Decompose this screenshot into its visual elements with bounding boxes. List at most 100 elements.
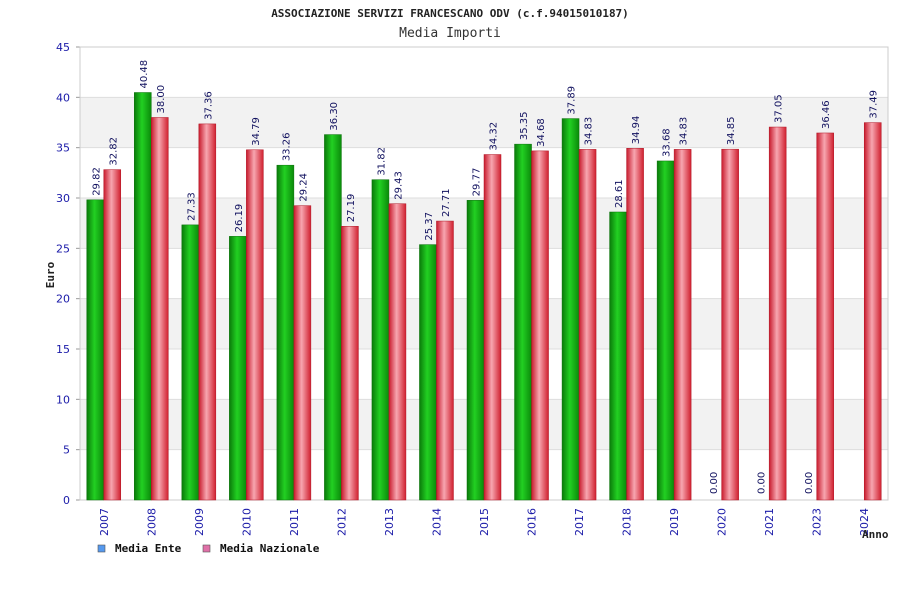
y-axis-label: Euro xyxy=(44,261,57,288)
data-label: 0.00 xyxy=(757,472,768,494)
data-label: 37.49 xyxy=(869,90,880,119)
data-label: 37.89 xyxy=(567,86,578,115)
x-tick-label: 2009 xyxy=(193,508,206,536)
bar xyxy=(561,118,580,501)
y-tick-label: 5 xyxy=(63,444,70,457)
bar xyxy=(276,164,295,501)
bar xyxy=(673,149,692,501)
y-tick-label: 0 xyxy=(63,494,70,507)
bar xyxy=(816,132,834,501)
x-tick-label: 2008 xyxy=(145,508,158,536)
data-label: 37.05 xyxy=(774,94,785,123)
bar xyxy=(626,148,644,501)
chart-title: ASSOCIAZIONE SERVIZI FRANCESCANO ODV (c.… xyxy=(271,7,629,20)
bar xyxy=(514,143,532,501)
bar xyxy=(656,160,675,501)
bar xyxy=(341,226,359,501)
y-tick-label: 25 xyxy=(56,242,70,255)
data-label: 0.00 xyxy=(709,472,720,494)
bar xyxy=(181,224,200,501)
bar xyxy=(293,205,312,501)
chart-subtitle: Media Importi xyxy=(399,26,501,41)
bar xyxy=(151,117,169,501)
legend-label: Media Nazionale xyxy=(220,542,320,555)
x-tick-label: 2021 xyxy=(763,508,776,536)
x-tick-label: 2014 xyxy=(430,508,443,536)
bar xyxy=(466,200,485,501)
data-label: 28.61 xyxy=(614,179,625,208)
bar xyxy=(863,122,882,501)
bar xyxy=(721,148,739,501)
y-tick-label: 20 xyxy=(56,293,70,306)
bar xyxy=(229,236,247,501)
x-tick-label: 2010 xyxy=(240,508,253,536)
data-label: 33.68 xyxy=(662,128,673,157)
legend-swatch xyxy=(97,544,106,553)
data-label: 34.79 xyxy=(251,117,262,146)
data-label: 29.77 xyxy=(472,168,483,197)
bar xyxy=(103,169,122,501)
bar xyxy=(371,179,390,501)
bar xyxy=(324,134,342,501)
x-tick-label: 2007 xyxy=(98,508,111,536)
y-tick-label: 40 xyxy=(56,91,70,104)
bar xyxy=(246,149,264,501)
x-tick-label: 2016 xyxy=(526,508,539,536)
x-tick-label: 2017 xyxy=(573,508,586,536)
bar xyxy=(531,150,549,501)
x-tick-label: 2013 xyxy=(383,508,396,536)
x-tick-label: 2019 xyxy=(668,508,681,536)
data-label: 29.82 xyxy=(91,167,102,196)
data-label: 32.82 xyxy=(108,137,119,166)
data-label: 34.94 xyxy=(631,116,642,145)
legend: Media Ente Media Nazionale xyxy=(97,542,320,555)
data-label: 25.37 xyxy=(424,212,435,241)
bar xyxy=(483,154,502,501)
x-tick-label: 2018 xyxy=(621,508,634,536)
data-label: 29.43 xyxy=(393,171,404,200)
y-tick-label: 10 xyxy=(56,393,70,406)
bar xyxy=(388,203,407,501)
bar xyxy=(768,126,787,501)
data-label: 33.26 xyxy=(281,133,292,162)
data-label: 27.71 xyxy=(441,188,452,217)
data-label: 38.00 xyxy=(156,85,167,114)
data-label: 34.83 xyxy=(584,117,595,146)
x-tick-label: 2012 xyxy=(335,508,348,536)
bar xyxy=(419,244,437,501)
y-tick-label: 30 xyxy=(56,192,70,205)
x-tick-label: 2011 xyxy=(288,508,301,536)
data-label: 27.19 xyxy=(346,194,357,223)
bar xyxy=(198,123,217,501)
plot-area: 0 5 10 15 20 25 30 35 40 45 29.82 32.82 2007 40.48 38.… xyxy=(56,41,889,536)
bar xyxy=(134,92,152,501)
data-label: 34.83 xyxy=(679,117,690,146)
x-tick-label: 2024 xyxy=(858,508,871,536)
y-tick-label: 35 xyxy=(56,142,70,155)
data-label: 37.36 xyxy=(203,91,214,120)
data-label: 40.48 xyxy=(139,60,150,89)
data-label: 31.82 xyxy=(376,147,387,176)
data-label: 36.30 xyxy=(329,102,340,131)
data-label: 36.46 xyxy=(821,100,832,129)
data-label: 29.24 xyxy=(298,173,309,202)
bar xyxy=(436,220,454,501)
legend-swatch xyxy=(202,544,211,553)
data-label: 34.32 xyxy=(489,122,500,151)
data-label: 27.33 xyxy=(186,192,197,221)
data-label: 34.68 xyxy=(536,118,547,147)
data-label: 35.35 xyxy=(519,112,530,141)
y-tick-label: 15 xyxy=(56,343,70,356)
y-tick-label: 45 xyxy=(56,41,70,54)
x-tick-label: 2023 xyxy=(811,508,824,536)
data-label: 26.19 xyxy=(234,204,245,233)
x-axis-label: Anno xyxy=(862,528,889,541)
bar xyxy=(578,149,597,501)
data-label: 0.00 xyxy=(804,472,815,494)
bar xyxy=(609,211,627,501)
x-tick-label: 2020 xyxy=(716,508,729,536)
x-tick-label: 2015 xyxy=(478,508,491,536)
legend-label: Media Ente xyxy=(115,542,182,555)
bar xyxy=(86,199,105,501)
